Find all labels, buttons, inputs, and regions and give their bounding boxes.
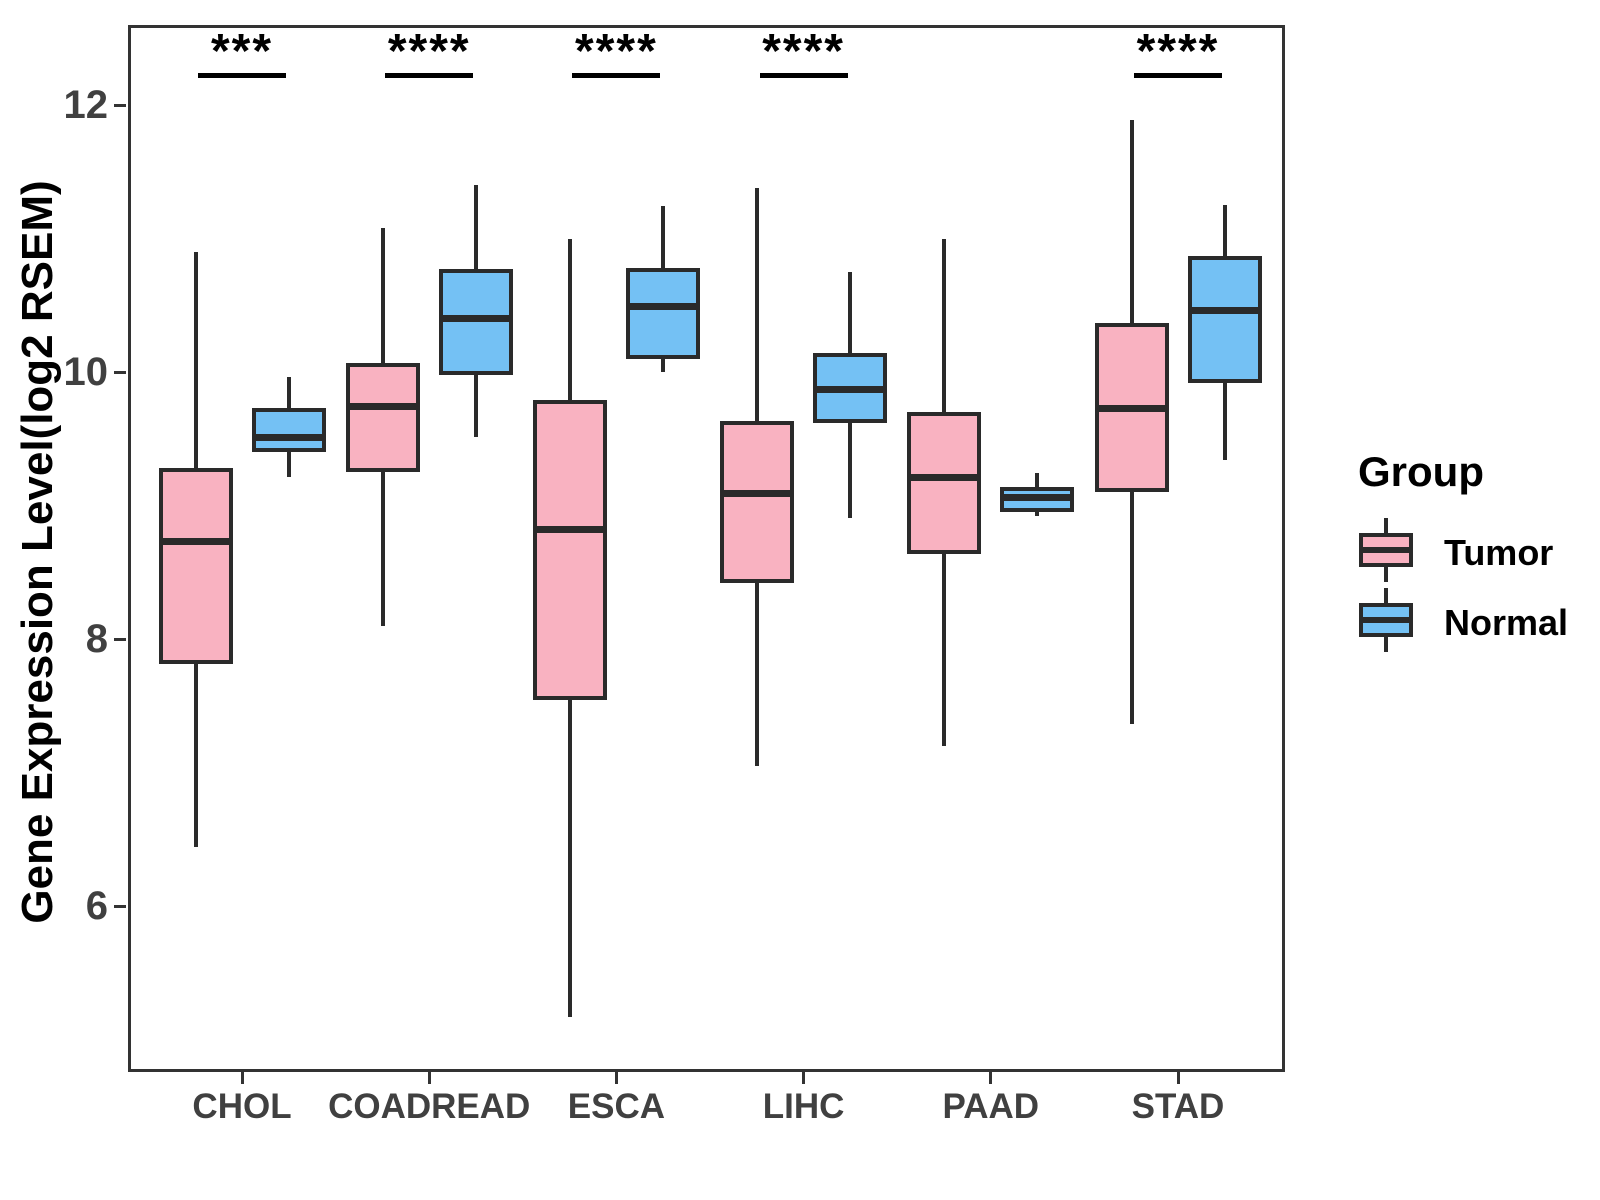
x-tick-mark-PAAD bbox=[989, 1072, 993, 1084]
x-axis-label-COADREAD: COADREAD bbox=[328, 1087, 531, 1126]
x-axis-label-LIHC: LIHC bbox=[762, 1087, 845, 1126]
significance-bar-STAD bbox=[1134, 73, 1222, 78]
significance-bar-CHOL bbox=[198, 73, 286, 78]
y-tick-mark-10 bbox=[114, 370, 126, 374]
y-tick-label-10: 10 bbox=[63, 350, 109, 394]
median-normal-ESCA bbox=[625, 303, 700, 311]
significance-stars-ESCA: **** bbox=[575, 25, 658, 78]
x-tick-mark-COADREAD bbox=[427, 1072, 431, 1084]
x-axis-label-PAAD: PAAD bbox=[942, 1087, 1040, 1126]
legend-label-tumor: Tumor bbox=[1444, 532, 1554, 573]
box-normal-STAD bbox=[1187, 255, 1262, 383]
x-tick-mark-LIHC bbox=[802, 1072, 806, 1084]
box-tumor-ESCA bbox=[532, 400, 607, 701]
x-tick-mark-ESCA bbox=[614, 1072, 618, 1084]
median-tumor-LIHC bbox=[720, 489, 795, 497]
median-normal-PAAD bbox=[1000, 493, 1075, 501]
normal-boxplot-glyph-icon bbox=[1348, 588, 1424, 652]
box-normal-ESCA bbox=[625, 267, 700, 359]
box-tumor-COADREAD bbox=[345, 362, 420, 473]
median-tumor-STAD bbox=[1094, 404, 1169, 412]
box-tumor-LIHC bbox=[720, 421, 795, 583]
legend-item-tumor: Tumor bbox=[1348, 518, 1596, 582]
y-axis-title: Gene Expression Level(log2 RSEM) bbox=[13, 180, 62, 924]
legend-title: Group bbox=[1358, 448, 1484, 495]
y-tick-mark-6 bbox=[114, 904, 126, 908]
significance-stars-CHOL: *** bbox=[210, 25, 274, 78]
median-normal-COADREAD bbox=[438, 315, 513, 323]
y-tick-label-12: 12 bbox=[63, 83, 109, 127]
median-tumor-ESCA bbox=[532, 526, 607, 534]
legend-label-normal: Normal bbox=[1444, 602, 1569, 643]
median-tumor-COADREAD bbox=[345, 403, 420, 411]
y-tick-label-8: 8 bbox=[85, 617, 108, 661]
significance-bar-ESCA bbox=[572, 73, 661, 78]
significance-stars-LIHC: **** bbox=[762, 25, 845, 78]
significance-bar-COADREAD bbox=[385, 73, 474, 78]
x-axis-label-STAD: STAD bbox=[1131, 1087, 1225, 1126]
y-tick-label-6: 6 bbox=[85, 884, 108, 928]
median-tumor-CHOL bbox=[158, 538, 233, 546]
x-tick-mark-STAD bbox=[1176, 1072, 1180, 1084]
x-tick-mark-CHOL bbox=[240, 1072, 244, 1084]
significance-stars-STAD: **** bbox=[1136, 25, 1220, 78]
y-tick-mark-8 bbox=[114, 637, 126, 641]
y-tick-mark-12 bbox=[114, 103, 126, 107]
tumor-boxplot-glyph-icon bbox=[1348, 518, 1424, 582]
significance-stars-COADREAD: **** bbox=[387, 25, 471, 78]
legend: Group Tumor Normal bbox=[1330, 440, 1596, 670]
box-normal-CHOL bbox=[251, 408, 326, 453]
legend-item-normal: Normal bbox=[1348, 588, 1596, 652]
plot-panel bbox=[128, 25, 1285, 1072]
significance-bar-LIHC bbox=[759, 73, 848, 78]
box-tumor-CHOL bbox=[158, 468, 233, 665]
median-tumor-PAAD bbox=[907, 473, 982, 481]
median-normal-LIHC bbox=[813, 385, 888, 393]
x-axis-label-ESCA: ESCA bbox=[567, 1087, 666, 1126]
x-axis-label-CHOL: CHOL bbox=[192, 1087, 292, 1126]
box-tumor-PAAD bbox=[907, 412, 982, 554]
median-normal-STAD bbox=[1187, 307, 1262, 315]
median-normal-CHOL bbox=[251, 433, 326, 441]
